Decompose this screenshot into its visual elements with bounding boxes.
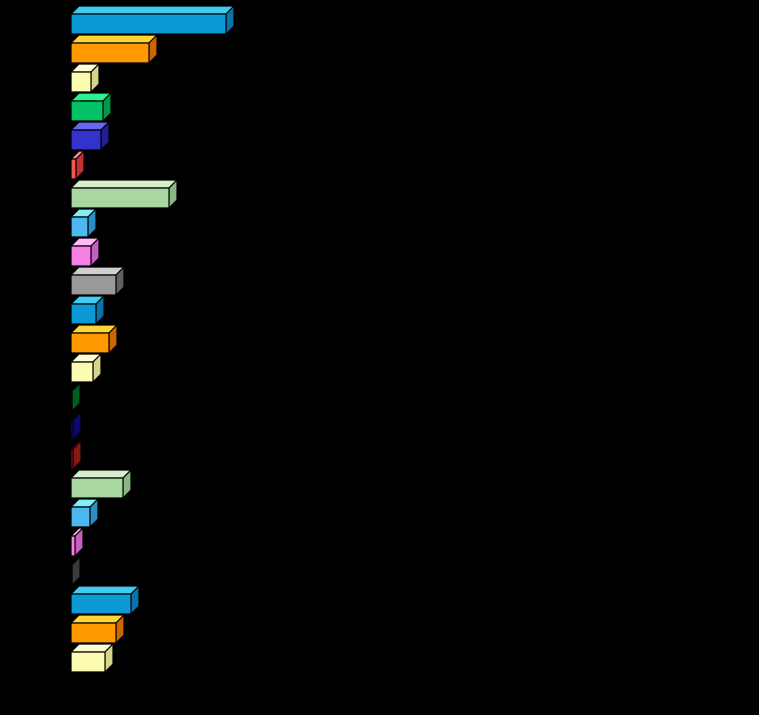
bar-17[interactable] bbox=[69, 468, 133, 500]
bar-front-face bbox=[70, 448, 74, 470]
bar-front-face bbox=[70, 71, 92, 93]
bar-22[interactable] bbox=[69, 613, 126, 645]
bar-front-face bbox=[70, 216, 89, 238]
bar-2[interactable] bbox=[69, 33, 159, 65]
bar-front-face bbox=[70, 42, 150, 64]
bar-top-face bbox=[69, 179, 179, 189]
bar-front-face bbox=[70, 332, 110, 354]
bar-11[interactable] bbox=[69, 294, 106, 326]
bar-front-face bbox=[70, 506, 91, 528]
bar-5[interactable] bbox=[69, 120, 111, 152]
bar-top-face bbox=[69, 585, 141, 595]
bar-13[interactable] bbox=[69, 352, 103, 384]
bar-front-face bbox=[70, 651, 106, 673]
bar-9[interactable] bbox=[69, 236, 101, 268]
bar-front-face bbox=[70, 245, 92, 267]
bar-12[interactable] bbox=[69, 323, 119, 355]
bar-front-face bbox=[70, 303, 97, 325]
bar-front-face bbox=[70, 593, 132, 615]
bar-3[interactable] bbox=[69, 62, 101, 94]
bar-10[interactable] bbox=[69, 265, 126, 297]
bar-4[interactable] bbox=[69, 91, 113, 123]
bar-16[interactable] bbox=[69, 439, 83, 471]
bar-20[interactable] bbox=[69, 555, 82, 587]
bar-side-face bbox=[71, 381, 81, 413]
bar-front-face bbox=[70, 100, 104, 122]
bar-19[interactable] bbox=[69, 526, 85, 558]
bar-front-face bbox=[70, 477, 124, 499]
bar-top-face bbox=[69, 614, 126, 624]
bar-top-face bbox=[69, 5, 236, 15]
bar-top-face bbox=[69, 266, 126, 276]
bar-front-face bbox=[70, 129, 102, 151]
bar-top-face bbox=[69, 34, 159, 44]
bar-top-face bbox=[69, 469, 133, 479]
bar-front-face bbox=[70, 13, 227, 35]
bar-front-face bbox=[70, 564, 73, 586]
bar-front-face bbox=[70, 535, 76, 557]
bar-18[interactable] bbox=[69, 497, 100, 529]
bar-front-face bbox=[70, 390, 73, 412]
bar-front-face bbox=[70, 187, 170, 209]
bar-7[interactable] bbox=[69, 178, 179, 210]
bar-15[interactable] bbox=[69, 410, 83, 442]
bar-front-face bbox=[70, 274, 117, 296]
bar-side-face bbox=[71, 555, 81, 587]
bar-6[interactable] bbox=[69, 149, 86, 181]
bar-1[interactable] bbox=[69, 4, 236, 36]
bar-21[interactable] bbox=[69, 584, 141, 616]
bar-14[interactable] bbox=[69, 381, 82, 413]
bar-front-face bbox=[70, 419, 74, 441]
bar-front-face bbox=[70, 361, 94, 383]
bar-front-face bbox=[70, 622, 117, 644]
bar-8[interactable] bbox=[69, 207, 98, 239]
bar-front-face bbox=[70, 158, 77, 180]
bar-23[interactable] bbox=[69, 642, 115, 674]
